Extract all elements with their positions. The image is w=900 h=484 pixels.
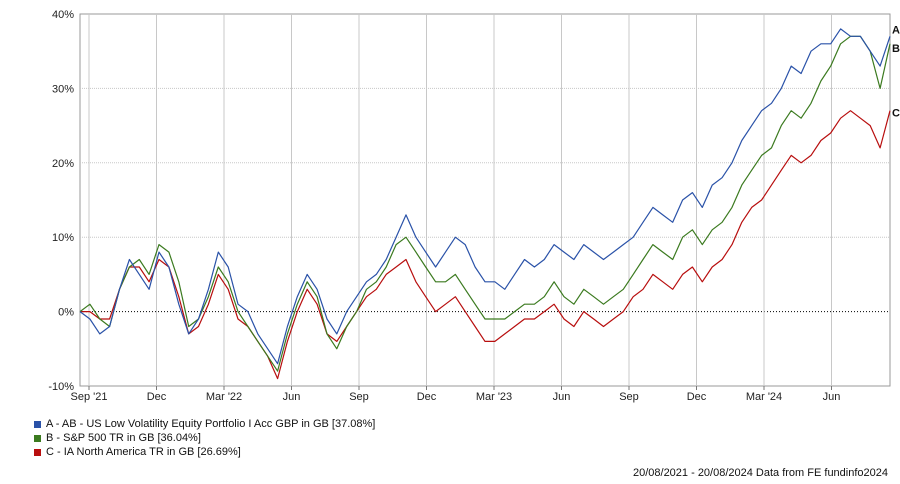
x-tick-label: Dec bbox=[417, 391, 437, 403]
x-tick-label: Jun bbox=[553, 391, 571, 403]
x-tick-label: Mar '22 bbox=[206, 391, 242, 403]
legend-item-c: C - IA North America TR in GB [26.69%] bbox=[34, 445, 375, 459]
end-label-c: C bbox=[892, 108, 900, 120]
legend-item-b: B - S&P 500 TR in GB [36.04%] bbox=[34, 431, 375, 445]
x-tick-label: Sep bbox=[349, 391, 369, 403]
date-range-footer: 20/08/2021 - 20/08/2024 Data from FE fun… bbox=[632, 467, 888, 479]
grid-lines bbox=[79, 13, 891, 390]
series-end-labels: AB C bbox=[892, 24, 900, 119]
series-lines bbox=[79, 28, 891, 380]
x-tick-label: Mar '24 bbox=[746, 391, 782, 403]
y-tick-label: 10% bbox=[52, 232, 74, 244]
y-tick-label: 30% bbox=[52, 83, 74, 95]
legend-label-c: C - IA North America TR in GB [26.69%] bbox=[46, 446, 241, 458]
x-axis-labels: Sep '21 Dec Mar '22 Jun Sep Dec Mar '23 Jun Sep D… bbox=[71, 391, 841, 403]
y-axis-labels: 40% 30% 20% 10% 0% -10% bbox=[48, 9, 74, 393]
legend-label-b: B - S&P 500 TR in GB [36.04%] bbox=[46, 432, 201, 444]
x-tick-label: Dec bbox=[147, 391, 167, 403]
x-tick-label: Mar '23 bbox=[476, 391, 512, 403]
y-tick-label: 40% bbox=[52, 9, 74, 21]
x-tick-label: Jun bbox=[823, 391, 841, 403]
legend-swatch-a bbox=[34, 420, 41, 428]
y-tick-label: 0% bbox=[58, 307, 74, 319]
series-line-c bbox=[80, 110, 891, 380]
x-tick-label: Sep bbox=[619, 391, 639, 403]
line-chart: 40%30%20%10%0%-10% Sep '21 Dec Mar '22 Jun S… bbox=[48, 9, 900, 403]
end-label-b: B bbox=[892, 43, 900, 55]
x-tick-label: Sep '21 bbox=[71, 391, 108, 403]
legend: A - AB - US Low Volatility Equity Portfo… bbox=[34, 417, 375, 459]
legend-label-a: A - AB - US Low Volatility Equity Portfo… bbox=[46, 418, 376, 430]
end-label-a: A bbox=[892, 24, 900, 36]
plot-frame bbox=[79, 13, 891, 387]
legend-item-a: A - AB - US Low Volatility Equity Portfo… bbox=[34, 417, 375, 431]
legend-swatch-b bbox=[34, 434, 41, 442]
series-line-a bbox=[79, 28, 891, 365]
y-tick-label: -10% bbox=[48, 381, 74, 393]
y-tick-label: 20% bbox=[52, 158, 74, 170]
legend-swatch-c bbox=[34, 448, 41, 456]
series-line-b bbox=[79, 35, 891, 372]
x-tick-label: Jun bbox=[283, 391, 301, 403]
x-tick-label: Dec bbox=[687, 391, 707, 403]
